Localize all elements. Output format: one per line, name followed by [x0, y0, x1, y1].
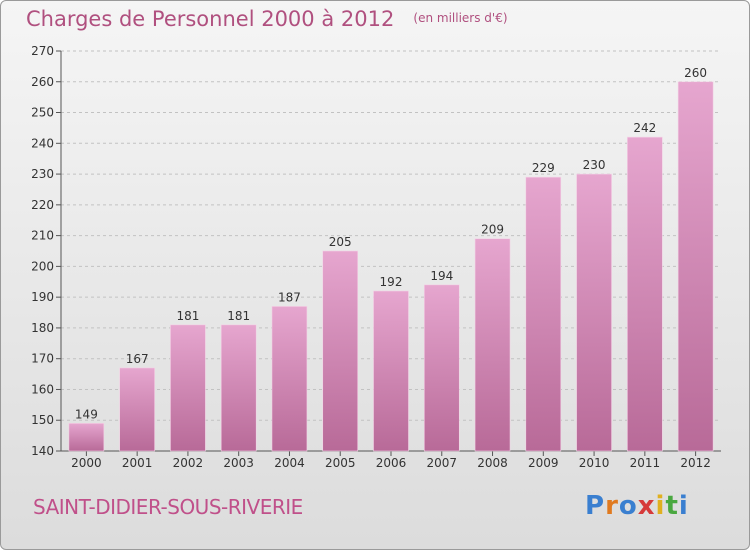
- data-label: 229: [532, 161, 555, 175]
- x-tick-label: 2011: [630, 456, 661, 470]
- y-tick-label: 190: [31, 290, 54, 304]
- bar: [373, 290, 409, 452]
- commune-name: SAINT-DIDIER-SOUS-RIVERIE: [33, 495, 303, 519]
- y-tick-label: 240: [31, 136, 54, 150]
- bar: [525, 176, 562, 452]
- x-tick-label: 2005: [325, 456, 356, 470]
- y-tick-label: 250: [31, 106, 54, 120]
- logo-letter: i: [678, 491, 689, 521]
- bar: [627, 136, 663, 452]
- bar: [474, 238, 511, 452]
- data-label: 194: [430, 269, 453, 283]
- data-label: 260: [684, 66, 707, 80]
- bar: [68, 423, 105, 452]
- y-tick-label: 180: [31, 321, 54, 335]
- bar: [220, 324, 257, 452]
- x-tick-label: 2012: [680, 456, 711, 470]
- data-label: 209: [481, 223, 504, 237]
- data-label: 230: [583, 158, 606, 172]
- x-tick-label: 2006: [376, 456, 407, 470]
- axes: 140 150 160 170 180 190 200 210 220 230 240 250 260 2…: [31, 44, 721, 470]
- data-label: 187: [278, 290, 301, 304]
- chart-subtitle: (en milliers d'€): [413, 11, 508, 25]
- y-tick-label: 260: [31, 75, 54, 89]
- logo-letter: r: [605, 491, 619, 521]
- data-label: 192: [380, 275, 403, 289]
- data-label: 242: [633, 121, 656, 135]
- y-tick-label: 160: [31, 382, 54, 396]
- y-tick-label: 270: [31, 44, 54, 58]
- x-tick-label: 2002: [173, 456, 204, 470]
- x-tick-label: 2004: [274, 456, 305, 470]
- proxiti-logo: Proxiti: [585, 491, 689, 521]
- y-tick-label: 210: [31, 229, 54, 243]
- logo-letter: t: [665, 491, 679, 521]
- y-tick-label: 230: [31, 167, 54, 181]
- y-tick-label: 200: [31, 259, 54, 273]
- logo-letter: P: [585, 491, 606, 521]
- data-label: 181: [176, 309, 199, 323]
- logo-letter: x: [637, 491, 656, 521]
- x-tick-label: 2003: [223, 456, 254, 470]
- x-tick-label: 2000: [71, 456, 102, 470]
- data-label: 149: [75, 407, 98, 421]
- logo-letter: o: [618, 491, 638, 521]
- data-label: 181: [227, 309, 250, 323]
- bar: [119, 367, 155, 452]
- x-tick-label: 2010: [579, 456, 610, 470]
- y-tick-label: 150: [31, 413, 54, 427]
- title-row: Charges de Personnel 2000 à 2012 (en mil…: [26, 7, 508, 31]
- bar: [271, 306, 308, 452]
- bar: [322, 250, 359, 452]
- x-tick-label: 2009: [528, 456, 559, 470]
- bar: [423, 284, 460, 452]
- bars: [68, 81, 714, 452]
- bar: [170, 324, 206, 452]
- data-label: 205: [329, 235, 352, 249]
- x-tick-label: 2007: [426, 456, 457, 470]
- y-tick-label: 220: [31, 198, 54, 212]
- bar: [576, 173, 612, 452]
- x-tick-label: 2008: [477, 456, 508, 470]
- chart-title: Charges de Personnel 2000 à 2012: [26, 7, 395, 31]
- y-tick-label: 170: [31, 352, 54, 366]
- x-tick-label: 2001: [122, 456, 153, 470]
- logo-letter: i: [655, 491, 666, 521]
- data-label: 167: [126, 352, 149, 366]
- data-labels: 149 167 181 181 187 205 192 194 209 229 230 242 260: [75, 66, 707, 422]
- bar: [677, 81, 714, 452]
- y-tick-label: 140: [31, 444, 54, 458]
